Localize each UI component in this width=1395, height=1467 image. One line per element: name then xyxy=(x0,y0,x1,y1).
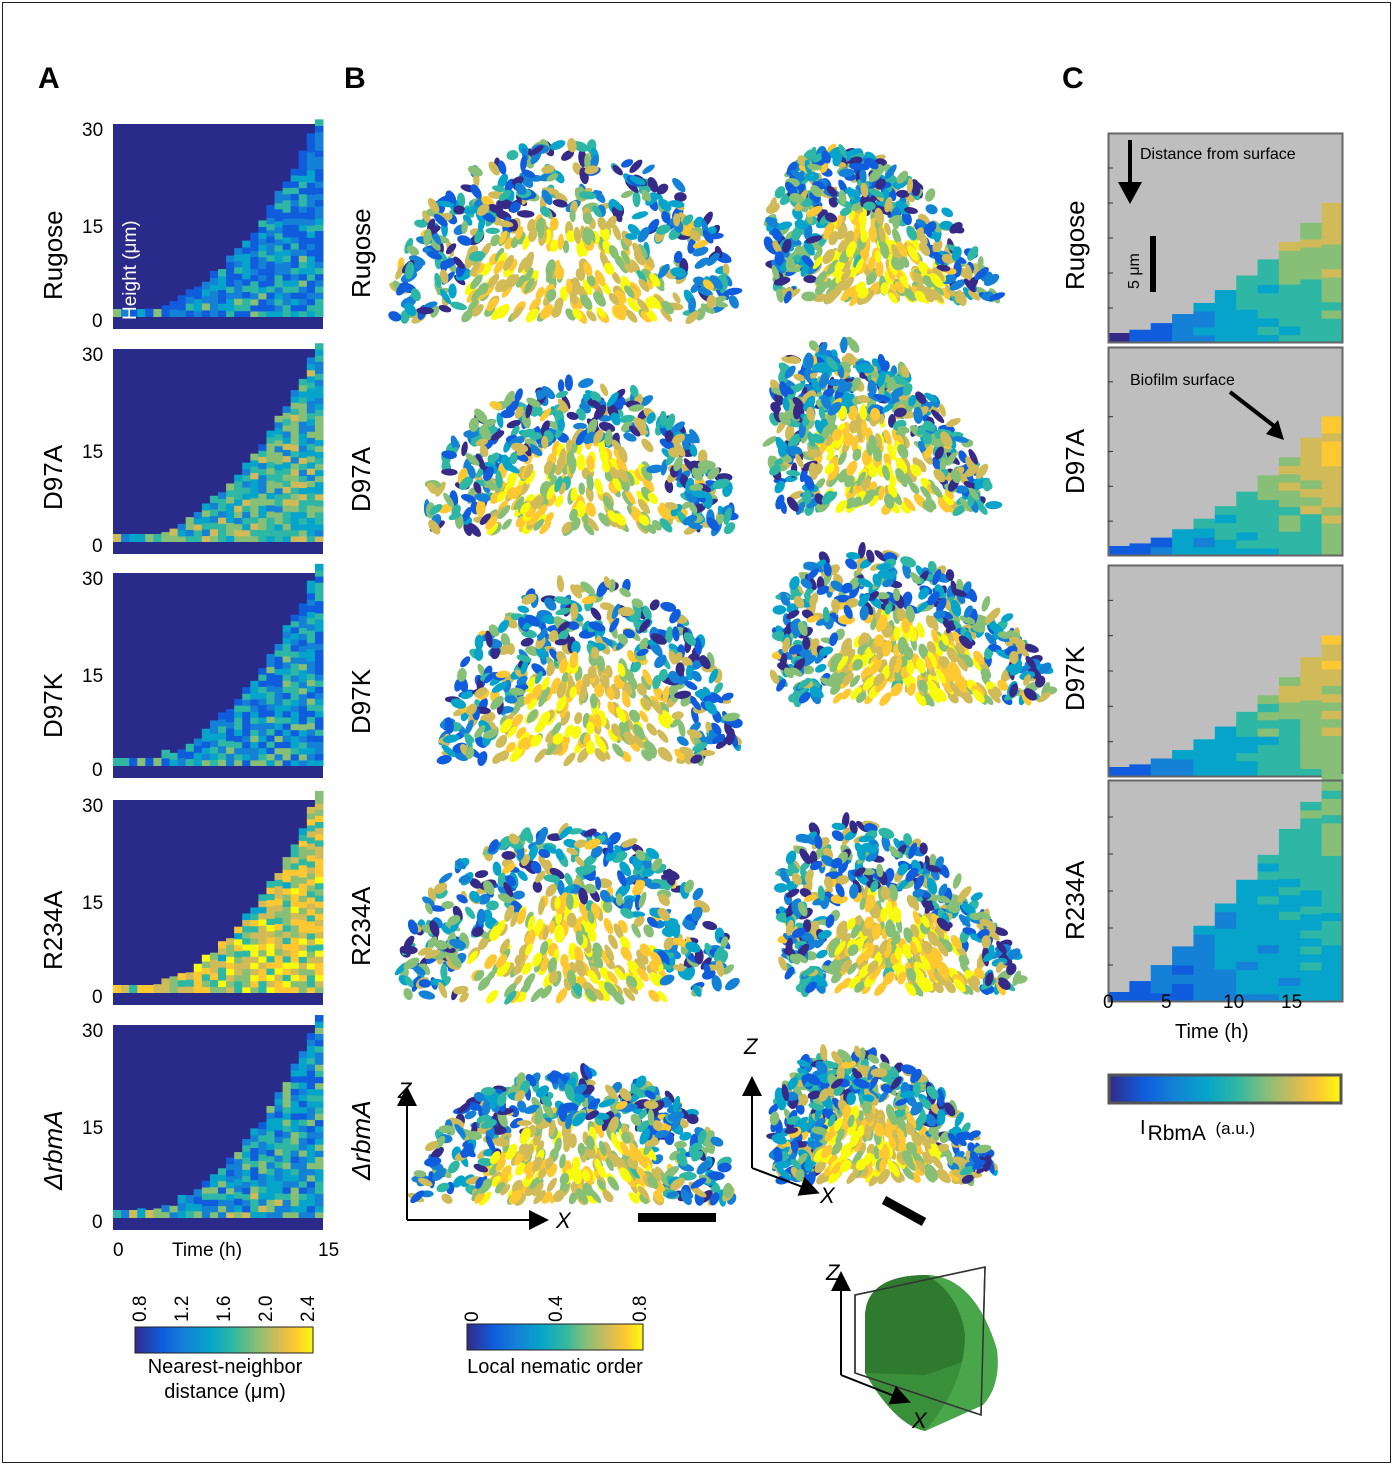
b-axes-front xyxy=(397,1086,549,1230)
c-arrow-surface xyxy=(1228,390,1284,440)
c-colorbar-label-main: I xyxy=(1140,1117,1146,1139)
a-colorbar-label-1: Nearest-neighbor xyxy=(147,1356,303,1378)
biofilm-blob-group xyxy=(769,541,1058,708)
a-y-tick: 30 xyxy=(82,569,104,590)
c-heatmap xyxy=(1107,564,1344,778)
c-scalebar-label: 5 μm xyxy=(1126,253,1143,289)
panel-letter-c: C xyxy=(1062,62,1084,95)
a-y-tick: 0 xyxy=(92,760,103,781)
b-colorbar xyxy=(466,1323,644,1351)
c-colorbar-label: IRbmA (a.u.) xyxy=(1140,1116,1256,1145)
biofilm-blob-group xyxy=(766,1044,998,1187)
biofilm-blob-group xyxy=(774,812,1028,998)
biofilm-blob-group xyxy=(394,822,740,1005)
biofilm-blob-group xyxy=(407,1063,737,1207)
schematic-axis-z: Z xyxy=(826,1260,840,1285)
a-y-tick: 0 xyxy=(92,536,103,557)
biofilm-blob-group xyxy=(423,374,739,537)
c-colorbar-label-unit: (a.u.) xyxy=(1215,1119,1256,1138)
a-heatmap xyxy=(113,119,324,329)
schematic-axis-x: X xyxy=(912,1408,927,1433)
a-y-tick: 30 xyxy=(82,1021,104,1042)
a-colorbar xyxy=(134,1326,314,1354)
panel-letter-b: B xyxy=(344,62,366,95)
b-colorbar-tick: 0 xyxy=(462,1311,483,1322)
a-heatmap xyxy=(113,343,324,554)
c-arrow-down xyxy=(1118,140,1142,204)
row-label-c-4: R234A xyxy=(1060,860,1090,941)
c-annotation-top: Distance from surface xyxy=(1140,146,1296,163)
panel-letter-a: A xyxy=(38,62,60,95)
a-y-tick: 30 xyxy=(82,345,104,366)
c-colorbar-label-sub: RbmA xyxy=(1147,1122,1206,1145)
a-y-tick: 15 xyxy=(82,1117,104,1139)
a-y-tick: 30 xyxy=(82,120,104,141)
a-y-tick: 15 xyxy=(82,216,104,238)
a-y-tick: 30 xyxy=(82,796,104,817)
c-x-tick: 15 xyxy=(1281,992,1303,1013)
a-y-tick: 0 xyxy=(92,1212,103,1233)
row-label-c-2: D97A xyxy=(1060,428,1090,494)
b-axis-z-side: Z xyxy=(744,1034,758,1059)
a-heatmap xyxy=(113,563,324,778)
a-y-tick: 15 xyxy=(82,441,104,463)
a-colorbar-label-2: distance (μm) xyxy=(164,1381,286,1403)
c-x-tick: 0 xyxy=(1103,992,1114,1013)
a-y-tick: 15 xyxy=(82,665,104,687)
c-scalebar xyxy=(1150,236,1156,292)
c-x-tick: 10 xyxy=(1223,992,1245,1013)
c-heatmap xyxy=(1107,774,1344,1003)
a-y-tick: 0 xyxy=(92,311,103,332)
b-colorbar-tick: 0.4 xyxy=(546,1295,567,1322)
dome-schematic xyxy=(831,1266,998,1431)
a-x-label: Time (h) xyxy=(172,1240,243,1261)
b-colorbar-label: Local nematic order xyxy=(467,1356,643,1378)
c-heatmap xyxy=(1107,346,1344,557)
c-annotation-surface: Biofilm surface xyxy=(1130,372,1235,389)
row-label-c-3: D97K xyxy=(1060,645,1090,711)
a-heatmap xyxy=(113,790,324,1005)
a-heatmap xyxy=(113,1015,324,1230)
biofilm-blob-group xyxy=(762,336,1003,516)
b-scalebar-front xyxy=(638,1213,716,1222)
b-colorbar-tick: 0.8 xyxy=(630,1295,651,1322)
biofilm-blob-group xyxy=(763,143,1006,307)
b-axis-x-side: X xyxy=(820,1183,835,1208)
biofilm-blob-group xyxy=(436,575,743,767)
a-y-tick: 0 xyxy=(92,987,103,1008)
c-x-tick: 5 xyxy=(1161,992,1172,1013)
row-label-c-1: Rugose xyxy=(1060,200,1090,290)
biofilm-blob-group xyxy=(388,138,743,325)
b-scalebar-side xyxy=(881,1196,927,1226)
a-x-tick-0: 0 xyxy=(113,1240,124,1261)
c-x-label: Time (h) xyxy=(1175,1021,1249,1043)
a-y-tick: 15 xyxy=(82,892,104,914)
c-heatmap xyxy=(1107,132,1344,344)
b-axis-z-front: Z xyxy=(398,1078,412,1103)
a-x-tick-15: 15 xyxy=(318,1240,340,1261)
b-axis-x-front: X xyxy=(556,1208,571,1233)
c-colorbar xyxy=(1107,1073,1343,1105)
b-axes-side xyxy=(742,1076,820,1196)
